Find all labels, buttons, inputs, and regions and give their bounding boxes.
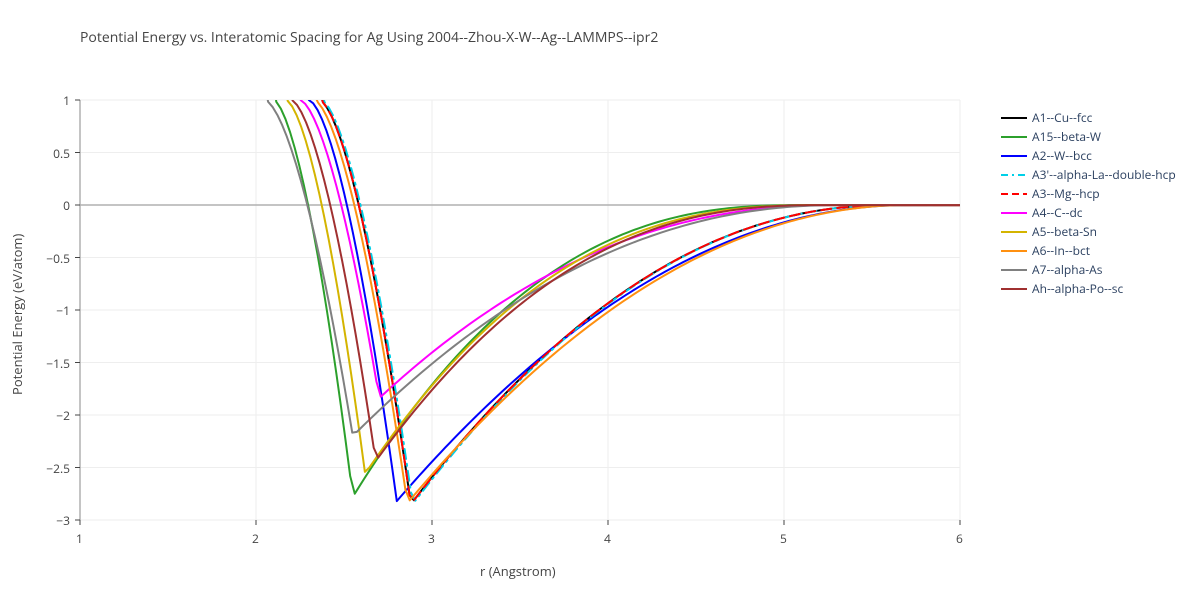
legend-item[interactable]: A4--C--dc	[1000, 203, 1176, 222]
legend-label: A3'--alpha-La--double-hcp	[1032, 166, 1176, 183]
legend-swatch	[1000, 112, 1028, 124]
series-line[interactable]	[247, 0, 960, 397]
y-tick-label: 0.5	[53, 145, 70, 162]
x-tick-label: 4	[604, 530, 611, 547]
x-tick-label: 5	[780, 530, 787, 547]
legend-item[interactable]: A3'--alpha-La--double-hcp	[1000, 165, 1176, 184]
legend-label: A7--alpha-As	[1032, 261, 1102, 278]
legend-swatch	[1000, 188, 1028, 200]
legend-item[interactable]: A7--alpha-As	[1000, 260, 1176, 279]
y-tick-label: 0	[63, 197, 70, 214]
legend-label: A15--beta-W	[1032, 128, 1101, 145]
y-tick-label: −2.5	[46, 460, 70, 477]
legend-label: A3--Mg--hcp	[1032, 185, 1100, 202]
legend-item[interactable]: A5--beta-Sn	[1000, 222, 1176, 241]
legend-swatch	[1000, 226, 1028, 238]
legend-swatch	[1000, 207, 1028, 219]
x-tick-label: 1	[76, 530, 83, 547]
y-axis-label: Potential Energy (eV/atom)	[8, 234, 26, 395]
legend-swatch	[1000, 169, 1028, 181]
legend-label: A4--C--dc	[1032, 204, 1083, 221]
legend-swatch	[1000, 245, 1028, 257]
legend-swatch	[1000, 131, 1028, 143]
chart-legend[interactable]: A1--Cu--fcc A15--beta-W A2--W--bcc A3'--alp…	[1000, 108, 1176, 298]
x-axis-label: r (Angstrom)	[480, 562, 556, 580]
y-tick-label: −0.5	[46, 250, 70, 267]
legend-label: A2--W--bcc	[1032, 147, 1092, 164]
legend-label: A6--In--bct	[1032, 242, 1090, 259]
legend-label: A5--beta-Sn	[1032, 223, 1097, 240]
legend-item[interactable]: A3--Mg--hcp	[1000, 184, 1176, 203]
y-tick-label: −1.5	[46, 355, 70, 372]
legend-item[interactable]: A15--beta-W	[1000, 127, 1176, 146]
legend-item[interactable]: A2--W--bcc	[1000, 146, 1176, 165]
chart-plot-area	[0, 0, 1200, 600]
y-tick-label: −2	[56, 407, 70, 424]
legend-item[interactable]: A1--Cu--fcc	[1000, 108, 1176, 127]
x-tick-label: 6	[956, 530, 963, 547]
legend-item[interactable]: Ah--alpha-Po--sc	[1000, 279, 1176, 298]
series-line[interactable]	[221, 0, 960, 494]
legend-label: A1--Cu--fcc	[1032, 109, 1092, 126]
legend-label: Ah--alpha-Po--sc	[1032, 280, 1123, 297]
legend-swatch	[1000, 264, 1028, 276]
x-tick-label: 2	[252, 530, 259, 547]
legend-swatch	[1000, 283, 1028, 295]
series-line[interactable]	[261, 0, 960, 500]
y-tick-label: 1	[63, 92, 70, 109]
series-line[interactable]	[233, 0, 960, 472]
y-tick-label: −1	[56, 302, 70, 319]
legend-swatch	[1000, 150, 1028, 162]
x-tick-label: 3	[428, 530, 435, 547]
legend-item[interactable]: A6--In--bct	[1000, 241, 1176, 260]
y-tick-label: −3	[56, 512, 70, 529]
